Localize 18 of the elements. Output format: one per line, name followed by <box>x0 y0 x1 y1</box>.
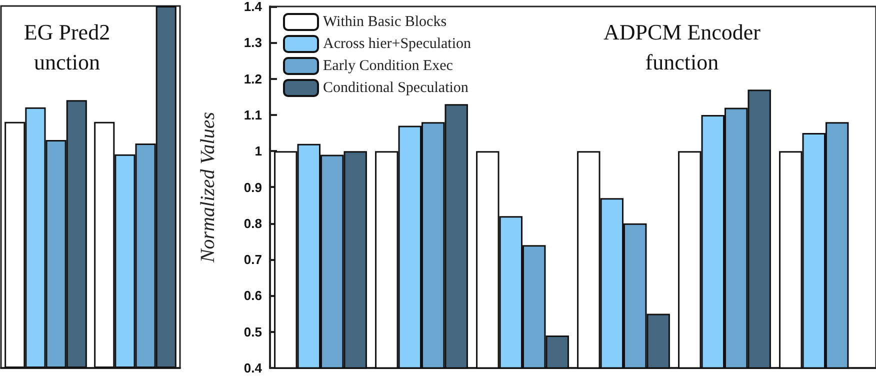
legend-label: Conditional Speculation <box>323 80 469 96</box>
y-tick-label: 1.1 <box>244 107 262 122</box>
y-tick-label: 0.5 <box>244 324 262 340</box>
y-tick-label: 0.8 <box>244 216 262 231</box>
y-tick-label: 1.4 <box>244 0 263 14</box>
y-tick-label: 1 <box>254 144 262 159</box>
y-tick-label: 0.9 <box>244 180 262 195</box>
text: EG Pred2 unction <box>24 20 110 74</box>
legend-label: Within Basic Blocks <box>323 14 447 30</box>
y-tick-label: 1.2 <box>244 71 262 86</box>
legend-label: Early Condition Exec <box>323 58 454 74</box>
legend-label: Across hier+Speculation <box>323 36 472 52</box>
y-tick-label: 0.7 <box>244 252 262 268</box>
y-tick-label: 0.4 <box>244 360 263 376</box>
text: ADPCM Encoder function <box>603 20 762 74</box>
y-tick-label: 1.3 <box>244 35 262 50</box>
y-axis-title: Normalized Values <box>197 112 219 264</box>
y-tick-label: 0.6 <box>244 288 262 304</box>
